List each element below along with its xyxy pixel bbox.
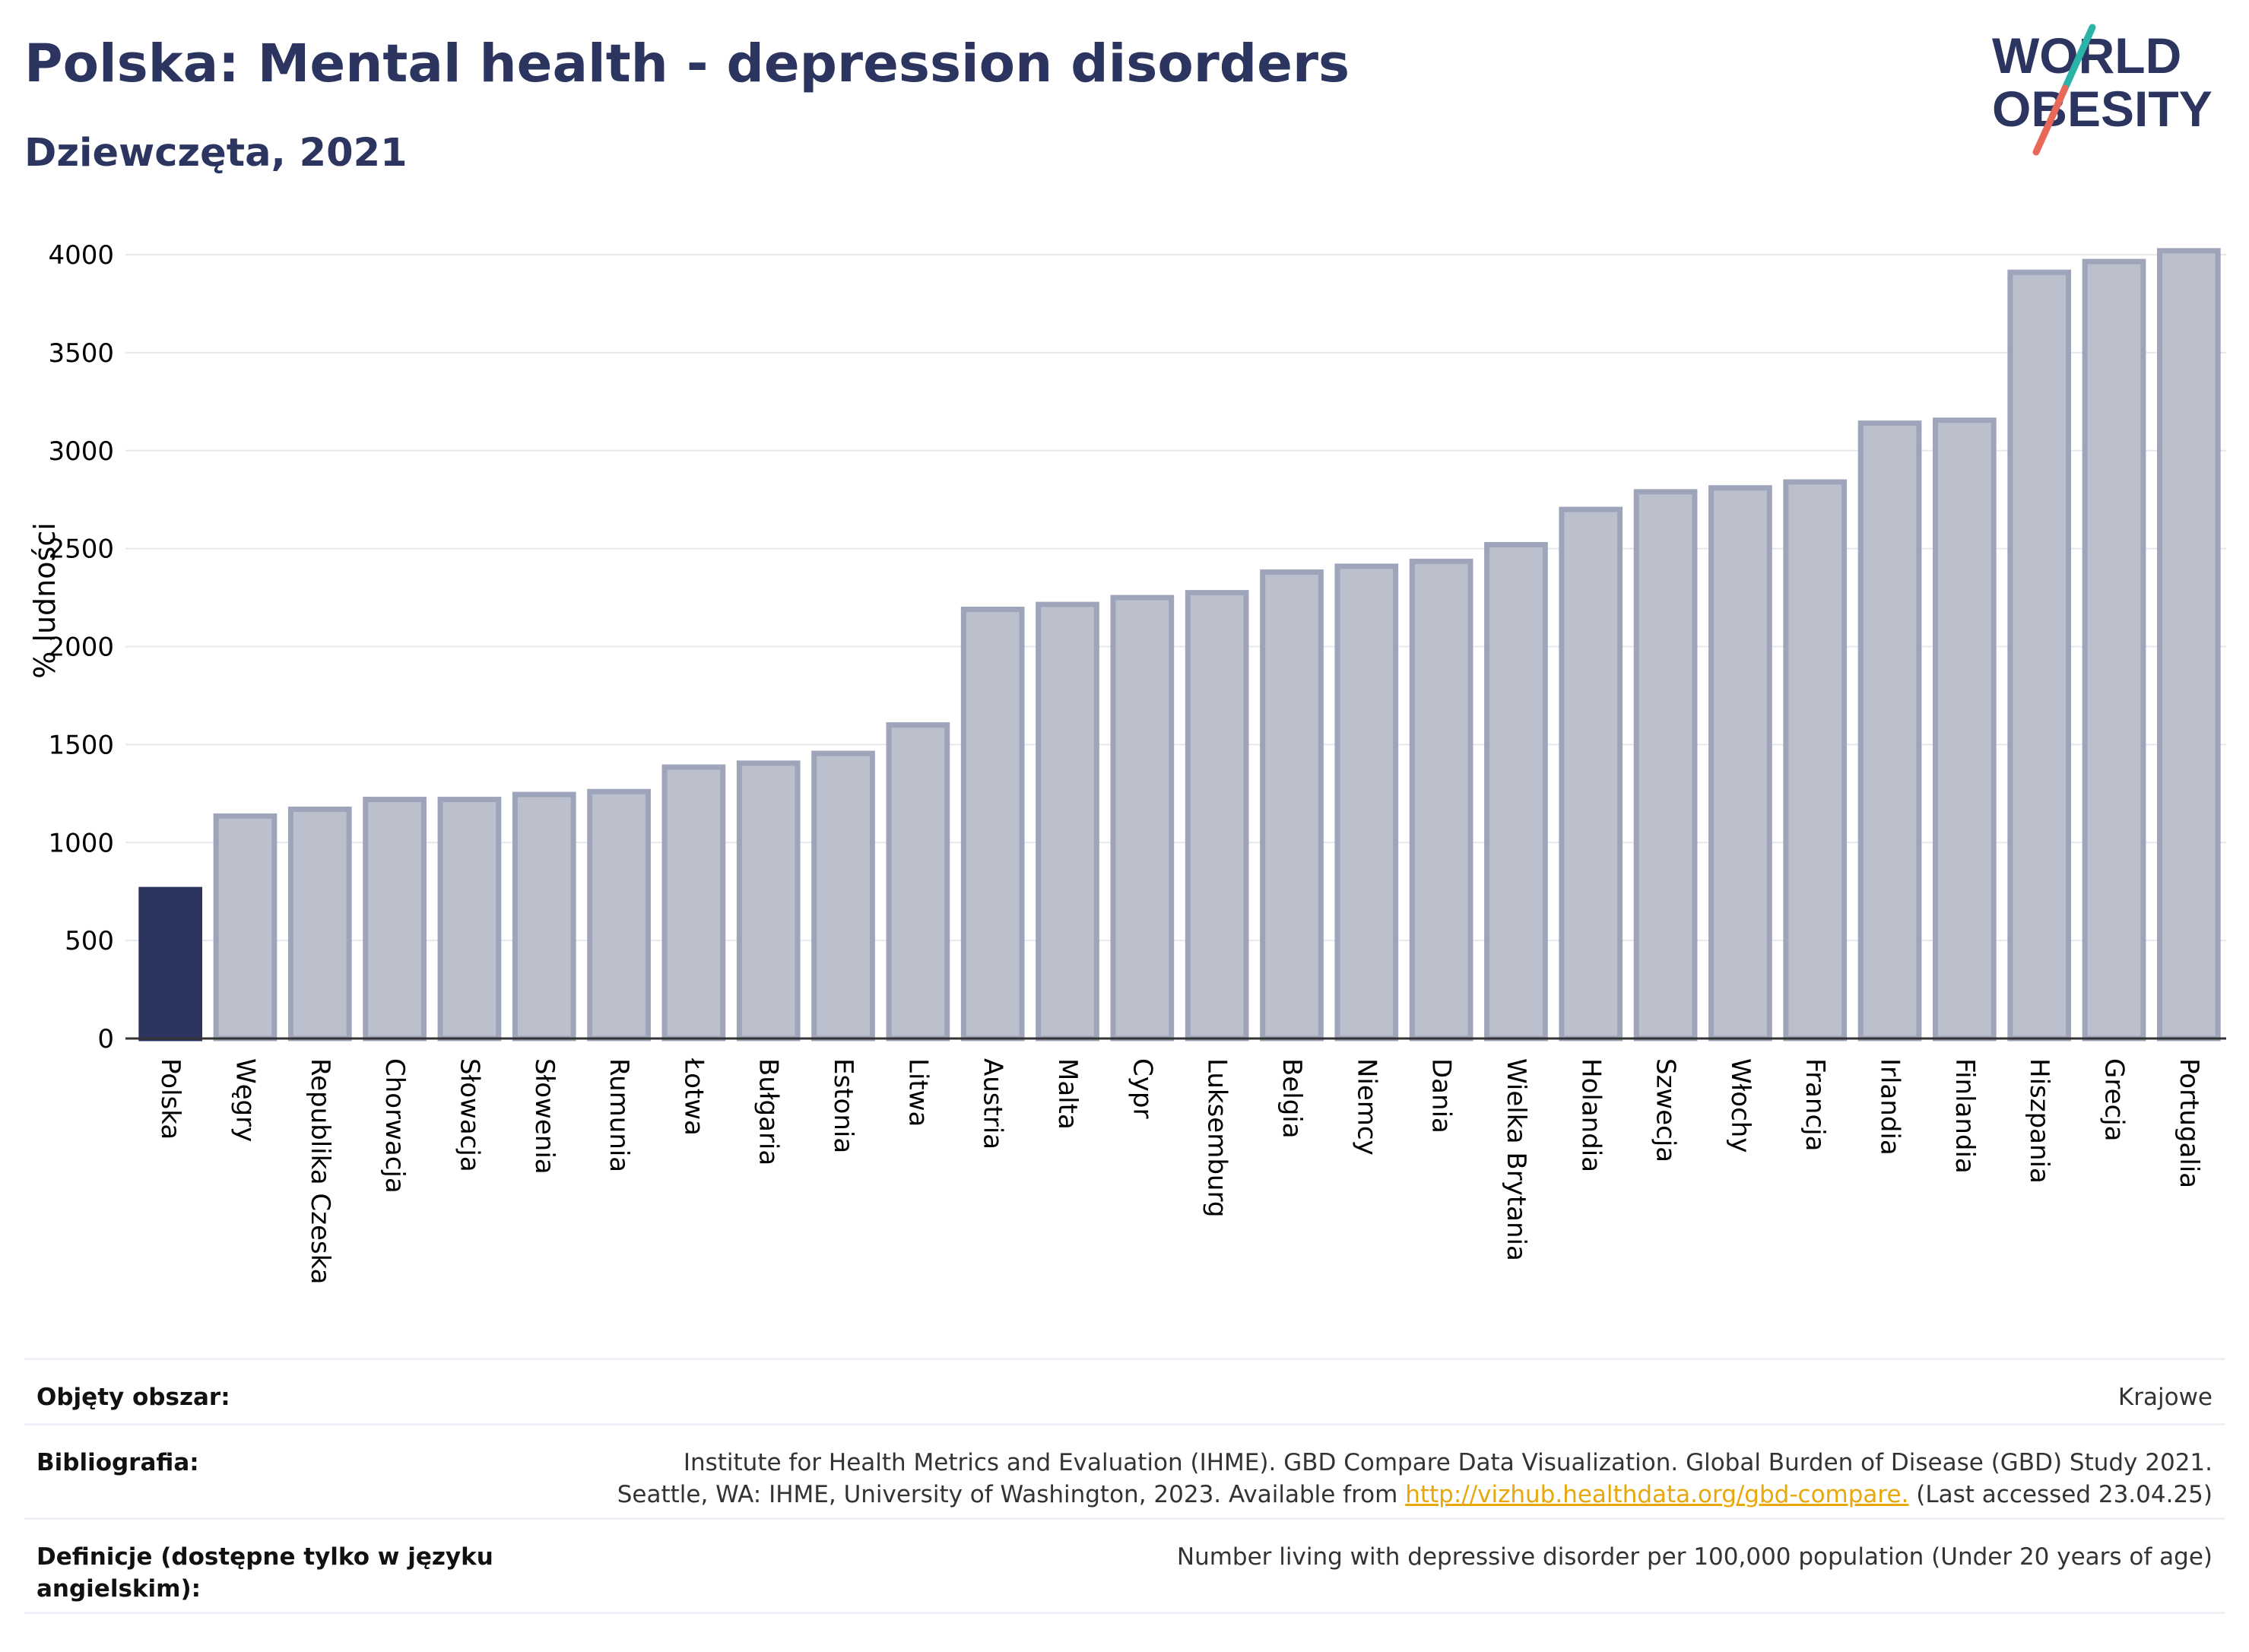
bar-rumunia bbox=[587, 788, 651, 1042]
bar-republika-czeska bbox=[287, 806, 352, 1042]
x-tick-label: Węgry bbox=[230, 1058, 260, 1142]
bar-belgia bbox=[1260, 569, 1324, 1042]
bar-niemcy bbox=[1334, 563, 1399, 1042]
bar-francja bbox=[1783, 479, 1848, 1042]
x-tick-label: Niemcy bbox=[1351, 1058, 1381, 1156]
bar-szwecja bbox=[1633, 489, 1698, 1042]
x-tick-label: Francja bbox=[1800, 1058, 1830, 1151]
x-tick-label: Szwecja bbox=[1651, 1058, 1681, 1162]
bar-grecja bbox=[2082, 258, 2146, 1042]
x-tick-label: Dania bbox=[1426, 1058, 1457, 1134]
x-tick-label: Słowacja bbox=[454, 1058, 484, 1172]
chart-subtitle: Dziewczęta, 2021 bbox=[24, 131, 408, 176]
y-tick-label: 4000 bbox=[48, 240, 114, 271]
chart-title: Polska: Mental health - depression disor… bbox=[24, 33, 1350, 94]
x-tick-label: Luksemburg bbox=[1202, 1058, 1232, 1217]
info-row-coverage: Objęty obszar: Krajowe bbox=[24, 1360, 2225, 1425]
x-tick-label: Grecja bbox=[2099, 1058, 2130, 1141]
x-tick-labels: Polska Węgry Republika Czeska Chorwacja Słow… bbox=[155, 1057, 2204, 1285]
bar-dania bbox=[1409, 558, 1473, 1042]
bar-estonia bbox=[811, 750, 875, 1042]
y-tick-label: 1000 bbox=[48, 828, 114, 858]
x-tick-label: Cypr bbox=[1127, 1058, 1157, 1118]
bibliography-value: Institute for Health Metrics and Evaluat… bbox=[617, 1447, 2213, 1511]
bar-polska bbox=[138, 886, 203, 1042]
definitions-label-line-2: angielskim): bbox=[36, 1575, 201, 1603]
bibliography-link[interactable]: http://vizhub.healthdata.org/gbd-compare… bbox=[1405, 1481, 1909, 1508]
bar-hiszpania bbox=[2007, 269, 2072, 1042]
bibliography-line-2-pre: Seattle, WA: IHME, University of Washing… bbox=[617, 1481, 1406, 1508]
bar-holandia bbox=[1559, 506, 1623, 1042]
x-tick-label: Austria bbox=[978, 1058, 1008, 1149]
y-tick-label: 2500 bbox=[48, 534, 114, 565]
info-row-bibliography: Bibliografia: Institute for Health Metri… bbox=[24, 1425, 2225, 1520]
bar-chorwacja bbox=[363, 797, 427, 1042]
x-tick-label: Irlandia bbox=[1875, 1058, 1905, 1156]
bibliography-line-2: Seattle, WA: IHME, University of Washing… bbox=[617, 1479, 2213, 1511]
coverage-label: Objęty obszar: bbox=[36, 1384, 230, 1411]
bar-włochy bbox=[1708, 485, 1772, 1042]
x-tick-label: Litwa bbox=[902, 1058, 933, 1127]
logo-slash-coral bbox=[2032, 84, 2069, 156]
x-tick-label: Finlandia bbox=[1949, 1058, 1980, 1174]
bar-słowenia bbox=[512, 791, 576, 1042]
bar-węgry bbox=[213, 813, 278, 1042]
bibliography-line-1: Institute for Health Metrics and Evaluat… bbox=[683, 1449, 2213, 1476]
bar-malta bbox=[1036, 601, 1099, 1042]
bar-wielka-brytania bbox=[1484, 541, 1548, 1042]
y-axis-label: % ludności bbox=[28, 522, 62, 679]
x-tick-label: Chorwacja bbox=[379, 1058, 410, 1194]
x-tick-label: Wielka Brytania bbox=[1501, 1058, 1531, 1261]
bibliography-label: Bibliografia: bbox=[36, 1449, 199, 1476]
y-tick-label: 3000 bbox=[48, 436, 114, 467]
y-tick-label: 1500 bbox=[48, 730, 114, 760]
bibliography-line-2-post: (Last accessed 23.04.25) bbox=[1908, 1481, 2213, 1508]
x-tick-label: Słowenia bbox=[529, 1058, 560, 1175]
y-tick-label: 500 bbox=[65, 926, 114, 956]
y-tick-label: 0 bbox=[97, 1024, 114, 1054]
bar-finlandia bbox=[1933, 417, 1997, 1042]
x-tick-label: Łotwa bbox=[678, 1057, 709, 1136]
info-table: Objęty obszar: Krajowe Bibliografia: Ins… bbox=[24, 1358, 2225, 1614]
x-tick-label: Holandia bbox=[1575, 1058, 1606, 1172]
x-tick-label: Bułgaria bbox=[753, 1058, 784, 1165]
bar-litwa bbox=[886, 722, 950, 1042]
bars bbox=[138, 248, 2221, 1042]
info-row-definitions: Definicje (dostępne tylko w języku angie… bbox=[24, 1520, 2225, 1614]
coverage-value: Krajowe bbox=[2117, 1384, 2213, 1411]
x-tick-label: Rumunia bbox=[604, 1058, 634, 1172]
definitions-label-line-1: Definicje (dostępne tylko w języku bbox=[36, 1543, 493, 1571]
bar-łotwa bbox=[661, 764, 726, 1042]
bar-chart: 0 500 1000 1500 2000 2500 3000 3500 4000 Polska W… bbox=[28, 240, 2226, 1285]
bar-luksemburg bbox=[1185, 590, 1249, 1042]
x-tick-label: Belgia bbox=[1277, 1058, 1307, 1139]
bar-irlandia bbox=[1857, 420, 1922, 1042]
bar-cypr bbox=[1110, 595, 1175, 1042]
x-tick-label: Polska bbox=[155, 1058, 186, 1140]
y-tick-label: 3500 bbox=[48, 338, 114, 369]
bar-słowacja bbox=[437, 797, 502, 1042]
x-tick-label: Hiszpania bbox=[2024, 1058, 2054, 1184]
x-tick-label: Republika Czeska bbox=[305, 1058, 335, 1285]
bar-portugalia bbox=[2156, 248, 2221, 1042]
y-tick-labels: 0 500 1000 1500 2000 2500 3000 3500 4000 bbox=[48, 240, 114, 1054]
x-tick-label: Włochy bbox=[1725, 1058, 1756, 1153]
bar-bułgaria bbox=[736, 760, 801, 1042]
definitions-label: Definicje (dostępne tylko w języku angie… bbox=[36, 1541, 493, 1605]
x-tick-label: Portugalia bbox=[2174, 1058, 2204, 1188]
world-obesity-logo: WORLD OBESITY bbox=[1992, 24, 2213, 156]
x-tick-label: Malta bbox=[1052, 1058, 1083, 1130]
x-tick-label: Estonia bbox=[828, 1058, 858, 1153]
y-tick-label: 2000 bbox=[48, 633, 114, 663]
bar-austria bbox=[960, 607, 1025, 1042]
logo-text-obesity: OBESITY bbox=[1992, 81, 2213, 137]
definitions-value: Number living with depressive disorder p… bbox=[1176, 1543, 2213, 1571]
logo-slash-teal bbox=[2061, 24, 2096, 92]
